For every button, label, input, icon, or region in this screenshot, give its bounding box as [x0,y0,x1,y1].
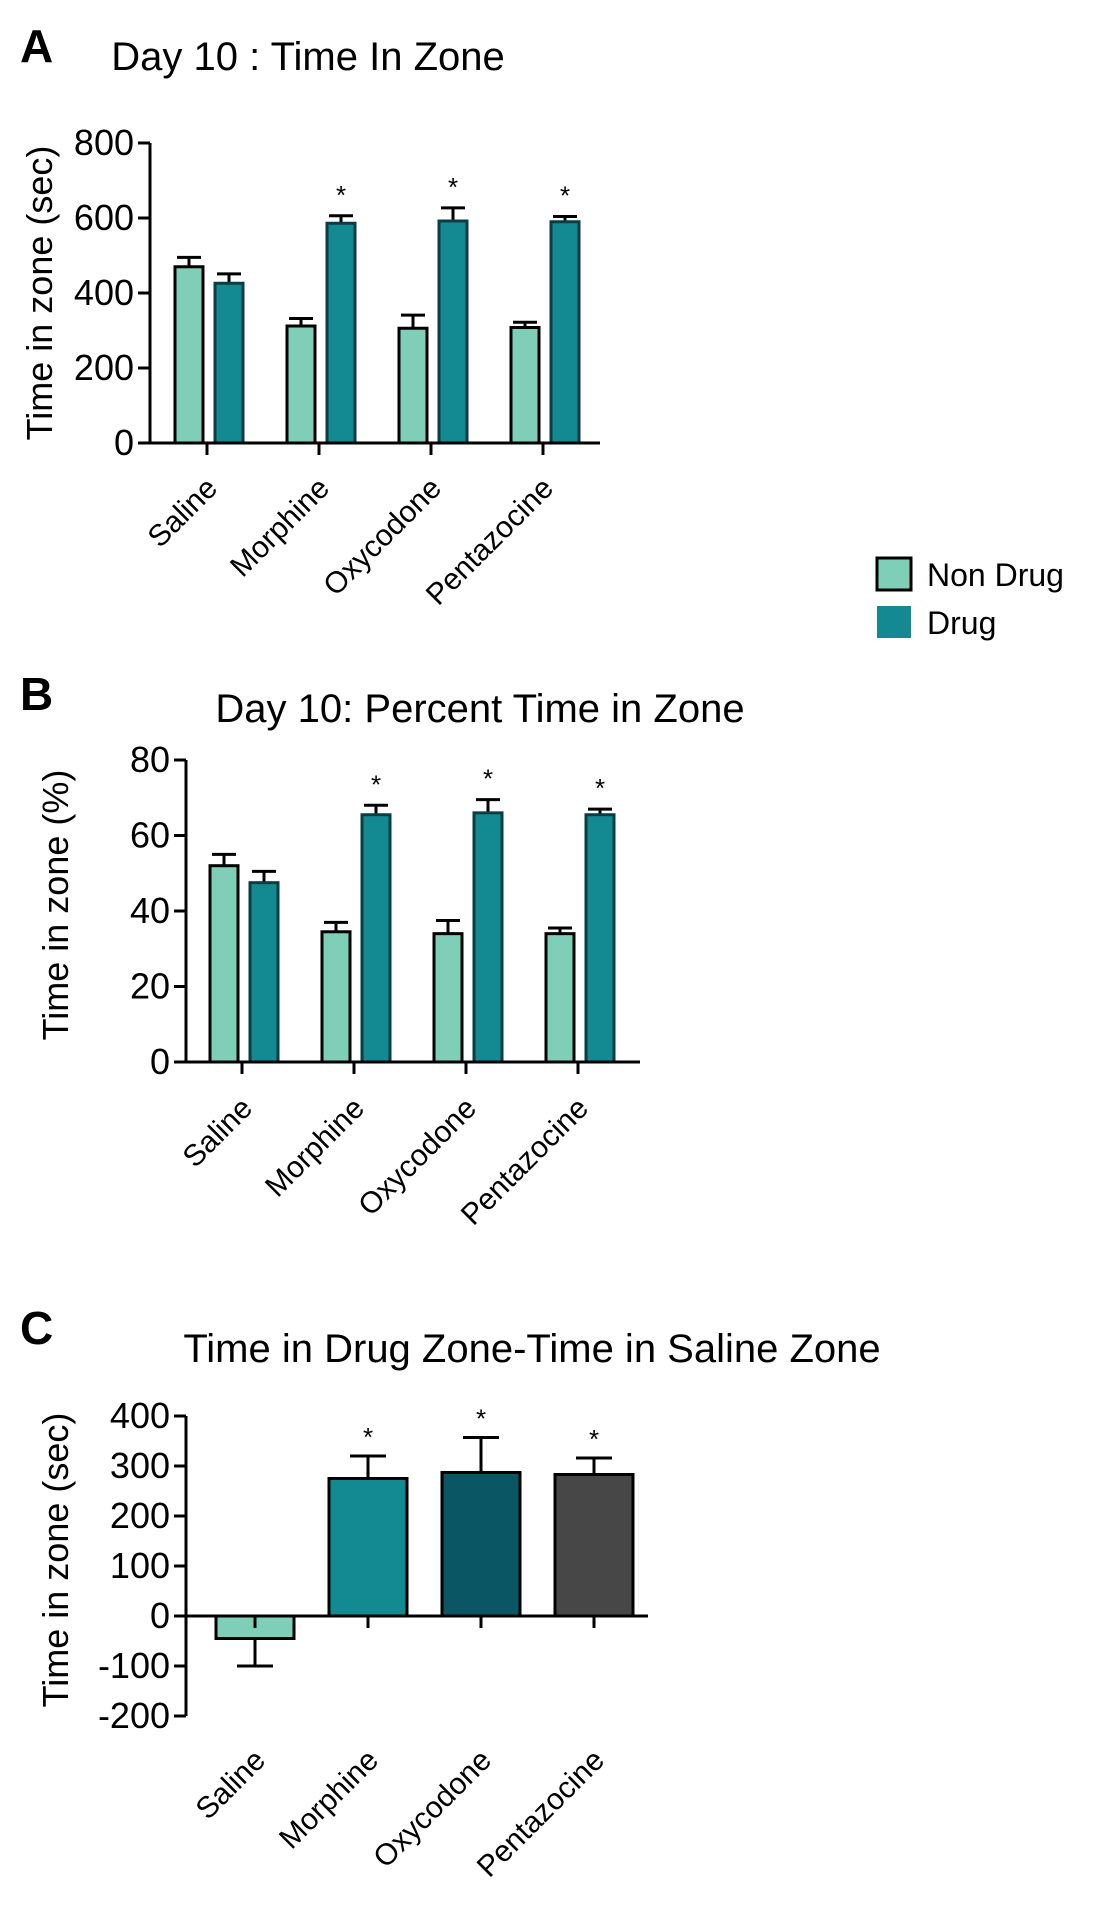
panel-c-ytick-label: 300 [110,1445,170,1486]
panel-a: A Day 10 : Time In Zone 0 200 400 600 800 Tim… [19,20,600,612]
panel-b-bar-oxycodone-non-drug [432,932,464,1064]
panel-c: C Time in Drug Zone-Time in Saline Zone … [20,1302,881,1884]
panel-c-plot: -200 -100 0 100 200 300 400 Time in zone (sec) S… [35,1395,648,1884]
panel-b-ytick-label: 60 [130,815,170,856]
panel-b-title: Day 10: Percent Time in Zone [215,687,744,731]
panel-letter-a: A [20,20,53,72]
panel-b-bar-saline-non-drug [208,864,240,1064]
panel-a-y-axis-label: Time in zone (sec) [19,146,60,441]
panel-a-bar-oxycodone-non-drug [397,326,429,445]
panel-b-y-axis-label: Time in zone (%) [35,770,76,1041]
panel-c-category-label-morphine: Morphine [273,1744,385,1856]
panel-a-bar-morphine-non-drug [285,324,317,445]
legend-label-non-drug: Non Drug [927,557,1064,593]
panel-c-category-label-saline: Saline [190,1744,272,1826]
panel-b-ytick-label: 40 [130,890,170,931]
panel-a-ytick-label: 800 [74,122,134,163]
panel-a-annotation-oxycodone: * [448,172,458,202]
panel-c-ytick-label: 0 [150,1595,170,1636]
panel-c-bar-oxycodone [440,1471,522,1618]
legend: Non Drug Drug [875,556,1064,641]
panel-a-bar-oxycodone-drug [439,221,467,443]
panel-c-annotation-morphine: * [363,1422,373,1452]
panel-c-ytick-label: 400 [110,1395,170,1436]
panel-a-ytick-label: 200 [74,347,134,388]
panel-a-ytick-label: 0 [114,422,134,463]
panel-a-bar-pentazocine-non-drug [509,326,541,445]
panel-b-bar-morphine-drug [362,814,390,1062]
panel-a-bar-morphine-drug [327,223,355,443]
panel-a-plot: 0 200 400 600 800 Time in zone (sec) Saline Mor… [19,122,600,612]
panel-a-ytick-label: 600 [74,197,134,238]
panel-c-bar-pentazocine [553,1473,635,1618]
panel-c-ytick-label: -100 [98,1645,170,1686]
panel-b-annotation-pentazocine: * [595,773,605,803]
panel-b-ytick-label: 0 [150,1041,170,1082]
panel-a-annotation-pentazocine: * [560,181,570,211]
panel-letter-b: B [20,668,53,720]
panel-b-bar-pentazocine-non-drug [544,932,576,1064]
panel-b-ytick-label: 20 [130,966,170,1007]
panel-a-bar-saline-non-drug [173,265,205,445]
panel-c-bar-morphine [327,1477,409,1618]
panel-b: B Day 10: Percent Time in Zone 0 20 40 60 80… [20,668,745,1232]
panel-a-title: Day 10 : Time In Zone [111,35,505,79]
panel-a-ytick-label: 400 [74,272,134,313]
panel-a-annotation-morphine: * [336,180,346,210]
panel-b-bar-pentazocine-drug [586,814,614,1062]
panel-b-category-label-saline: Saline [177,1092,259,1174]
legend-swatch-drug [877,606,911,638]
legend-label-drug: Drug [927,605,996,641]
panel-b-annotation-morphine: * [371,769,381,799]
panel-a-bar-saline-drug [215,283,243,443]
panel-c-ytick-label: 200 [110,1495,170,1536]
panel-b-ytick-label: 80 [130,739,170,780]
panel-b-category-label-morphine: Morphine [259,1092,371,1204]
panel-a-category-label-saline: Saline [142,472,224,554]
panel-c-ytick-label: 100 [110,1545,170,1586]
panel-letter-c: C [20,1302,53,1354]
panel-b-bar-morphine-non-drug [320,930,352,1064]
panel-c-title: Time in Drug Zone-Time in Saline Zone [183,1327,880,1371]
panel-c-annotation-pentazocine: * [589,1424,599,1454]
panel-a-bar-pentazocine-drug [551,221,579,443]
panel-c-annotation-oxycodone: * [476,1404,486,1434]
panel-b-bar-oxycodone-drug [474,812,502,1062]
panel-c-y-axis-label: Time in zone (sec) [35,1413,76,1708]
panel-b-bar-saline-drug [250,882,278,1062]
panel-c-ytick-label: -200 [98,1695,170,1736]
panel-b-annotation-oxycodone: * [483,764,493,794]
panel-a-category-label-morphine: Morphine [224,472,336,584]
legend-swatch-non-drug [875,556,913,592]
